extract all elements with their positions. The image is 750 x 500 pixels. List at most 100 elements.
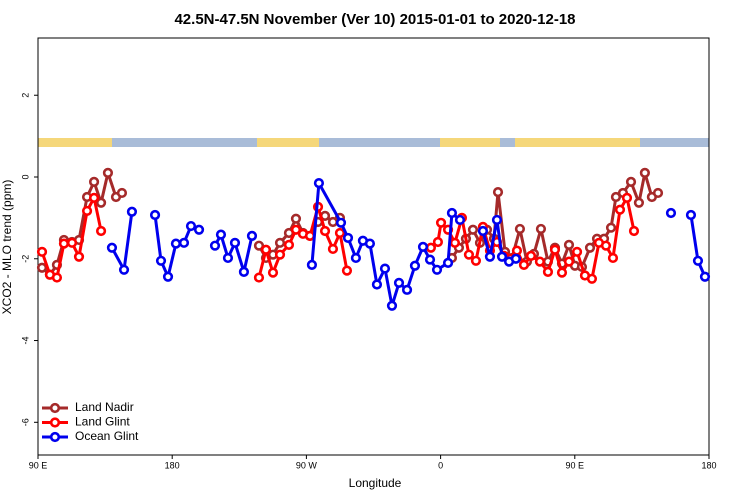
data-point (584, 242, 596, 253)
data-point (424, 254, 436, 265)
data-point (542, 266, 554, 277)
data-point (514, 223, 526, 235)
data-point (88, 192, 100, 203)
land-strip (440, 138, 500, 147)
legend-label: Land Nadir (75, 400, 134, 414)
data-point (73, 251, 85, 262)
x-tick-label: 90 E (29, 460, 48, 470)
data-point (253, 240, 265, 251)
data-point (36, 246, 48, 257)
x-tick-label: 0 (438, 460, 443, 470)
data-point (463, 249, 475, 260)
data-point (625, 176, 637, 188)
data-point (334, 227, 346, 239)
data-point (246, 230, 258, 241)
data-point (432, 236, 444, 248)
legend-marker (49, 402, 61, 414)
legend-label: Ocean Glint (75, 429, 139, 443)
data-point (446, 207, 458, 219)
land-strip (515, 138, 640, 147)
data-point (605, 222, 617, 233)
data-point (417, 241, 429, 253)
data-point (102, 167, 114, 179)
data-point (229, 237, 241, 248)
data-point (364, 238, 376, 249)
data-point (313, 178, 325, 189)
data-point (535, 223, 547, 235)
data-point (274, 237, 286, 248)
data-point (409, 260, 421, 271)
data-point (556, 267, 568, 278)
data-point (628, 225, 640, 237)
data-point (386, 300, 398, 311)
data-point (162, 271, 174, 282)
data-point (685, 209, 697, 221)
data-point (379, 263, 391, 274)
data-point (51, 272, 63, 283)
data-point (425, 242, 437, 253)
data-point (238, 266, 250, 277)
data-point (209, 240, 221, 251)
x-tick-label: 180 (701, 460, 716, 470)
data-point (525, 250, 537, 262)
data-point (253, 272, 265, 283)
x-tick-label: 180 (165, 460, 180, 470)
x-tick-label: 90 E (566, 460, 585, 470)
data-point (306, 259, 318, 270)
data-point (571, 246, 583, 257)
data-point (563, 256, 575, 267)
y-tick-label: -4 (20, 337, 30, 345)
data-point (435, 217, 447, 228)
data-point (304, 230, 316, 241)
data-point (692, 255, 704, 266)
legend-label: Land Glint (75, 415, 130, 429)
y-tick-label: 0 (20, 174, 30, 179)
data-point (66, 237, 78, 248)
data-point (431, 264, 443, 275)
x-tick-label: 90 W (296, 460, 318, 470)
data-point (36, 262, 48, 273)
data-point (699, 271, 711, 282)
legend-marker (49, 417, 61, 428)
data-point (371, 279, 383, 290)
x-axis-label: Longitude (349, 476, 402, 490)
data-point (633, 197, 645, 208)
data-point (290, 213, 302, 224)
data-point (510, 253, 522, 264)
data-point (496, 251, 508, 262)
data-point (477, 225, 489, 237)
data-point (393, 277, 405, 288)
data-point (614, 204, 626, 215)
data-point (106, 242, 118, 253)
land-strip (257, 138, 319, 147)
data-point (290, 224, 302, 235)
data-point (215, 229, 227, 240)
data-point (222, 252, 234, 264)
data-point (467, 224, 479, 235)
data-point (149, 209, 161, 221)
data-point (193, 224, 205, 235)
data-point (518, 259, 530, 270)
data-point (95, 197, 107, 208)
data-point (274, 249, 286, 260)
data-point (81, 205, 93, 217)
data-point (178, 237, 190, 248)
data-point (511, 245, 523, 256)
data-point (319, 225, 331, 237)
legend-marker (49, 431, 61, 443)
data-point (610, 191, 622, 203)
plot-frame (37, 37, 710, 456)
data-point (607, 252, 619, 264)
data-point (492, 187, 504, 198)
y-tick-label: 2 (20, 93, 30, 98)
data-point (563, 239, 575, 250)
data-point (442, 257, 454, 268)
data-point (491, 214, 503, 226)
data-point (665, 207, 677, 219)
data-point (327, 243, 339, 255)
y-tick-label: -2 (20, 255, 30, 263)
data-point (621, 192, 633, 203)
data-point (342, 232, 354, 244)
data-point (350, 252, 362, 264)
data-point (341, 265, 353, 276)
